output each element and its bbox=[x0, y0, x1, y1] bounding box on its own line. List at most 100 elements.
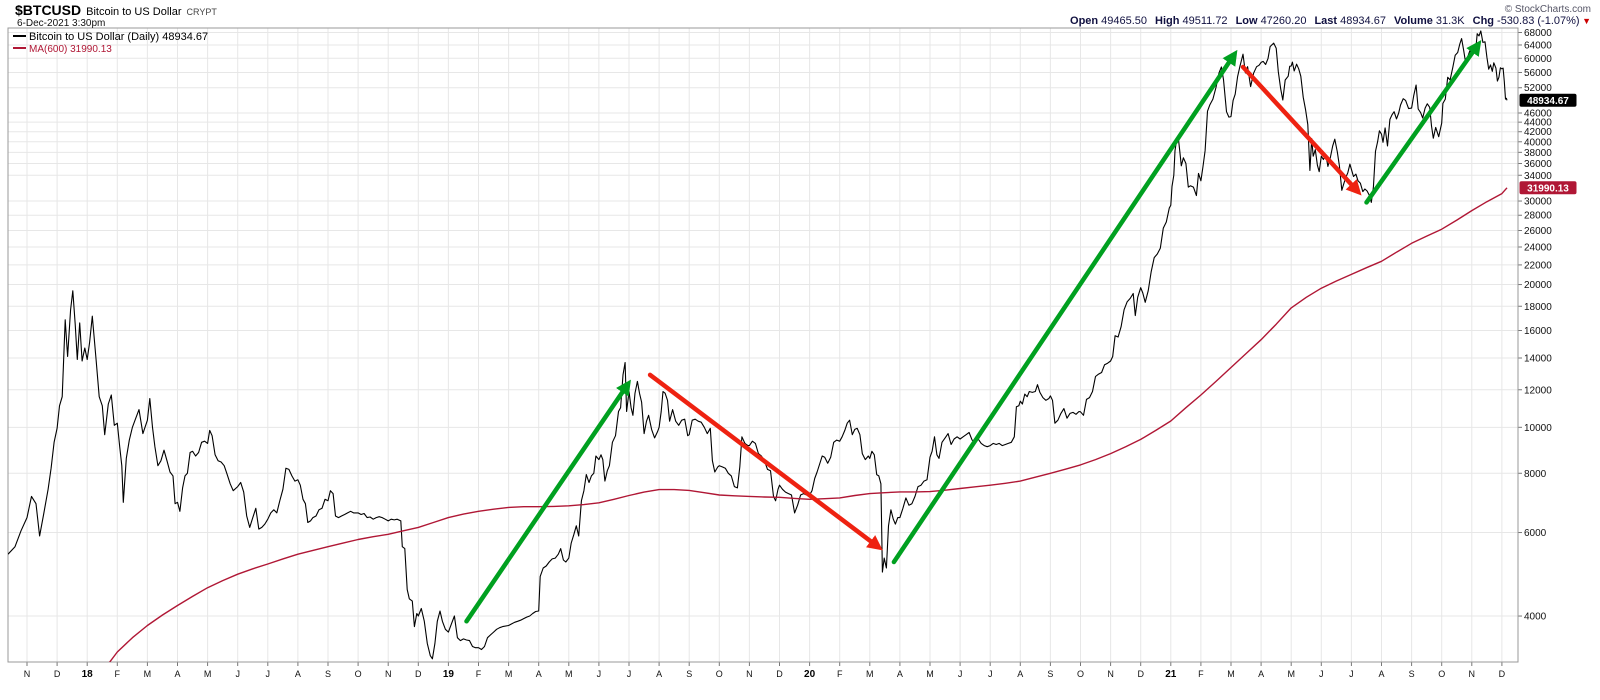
x-axis-label: D bbox=[415, 669, 422, 679]
plot-border bbox=[7, 27, 1519, 663]
x-axis-label: M bbox=[1227, 669, 1235, 679]
price-line-swatch-icon bbox=[13, 35, 26, 37]
x-axis-label: J bbox=[627, 669, 632, 679]
x-axis-label: M bbox=[204, 669, 212, 679]
y-axis-label: 6000 bbox=[1524, 528, 1547, 539]
exchange-label: CRYPT bbox=[186, 7, 217, 17]
y-axis-label: 34000 bbox=[1524, 171, 1552, 182]
y-axis-label: 56000 bbox=[1524, 68, 1552, 79]
x-axis-label: M bbox=[144, 669, 152, 679]
x-axis-label: A bbox=[1378, 669, 1384, 679]
ma-line-swatch-icon bbox=[13, 47, 26, 49]
x-axis-label: O bbox=[1077, 669, 1084, 679]
y-axis-label: 10000 bbox=[1524, 423, 1552, 434]
x-axis-label: S bbox=[1409, 669, 1415, 679]
x-axis-label: F bbox=[837, 669, 843, 679]
x-axis-label: A bbox=[174, 669, 180, 679]
x-axis-label: O bbox=[1438, 669, 1445, 679]
y-axis-label: 28000 bbox=[1524, 211, 1552, 222]
x-axis-label: N bbox=[1107, 669, 1114, 679]
y-axis-label: 26000 bbox=[1524, 226, 1552, 237]
x-axis-label: J bbox=[1349, 669, 1354, 679]
last-price-tag: 48934.67 bbox=[1519, 93, 1577, 107]
x-axis-label: J bbox=[597, 669, 602, 679]
y-axis-label: 40000 bbox=[1524, 137, 1552, 148]
x-axis-label: M bbox=[926, 669, 934, 679]
y-axis-label: 8000 bbox=[1524, 469, 1547, 480]
y-axis-label: 4000 bbox=[1524, 612, 1547, 623]
y-axis-label: 36000 bbox=[1524, 159, 1552, 170]
legend-ma-label: MA(600) 31990.13 bbox=[29, 44, 112, 55]
x-axis-label: J bbox=[266, 669, 271, 679]
x-axis-label: S bbox=[686, 669, 692, 679]
quote-line: Open 49465.50 High 49511.72 Low 47260.20 Last 4… bbox=[1062, 15, 1591, 27]
y-axis-label: 24000 bbox=[1524, 242, 1552, 253]
chart-datetime: 6-Dec-2021 3:30pm bbox=[17, 18, 106, 29]
x-axis-label: 18 bbox=[82, 669, 94, 680]
x-axis-label: N bbox=[746, 669, 753, 679]
y-axis-label: 68000 bbox=[1524, 28, 1552, 39]
y-axis-label: 18000 bbox=[1524, 302, 1552, 313]
x-axis-label: A bbox=[536, 669, 542, 679]
green-trend-arrow bbox=[1364, 40, 1482, 205]
y-axis-label: 44000 bbox=[1524, 118, 1552, 129]
x-axis-label: A bbox=[897, 669, 903, 679]
x-axis-label: J bbox=[235, 669, 240, 679]
x-axis-label: A bbox=[295, 669, 301, 679]
x-axis-label: M bbox=[565, 669, 573, 679]
green-trend-arrow bbox=[464, 379, 631, 624]
y-axis-label: 30000 bbox=[1524, 197, 1552, 208]
x-axis-label: N bbox=[385, 669, 392, 679]
quote-value: -530.83 (-1.07%) bbox=[1497, 15, 1580, 27]
x-axis-label: M bbox=[866, 669, 874, 679]
legend-price-series: Bitcoin to US Dollar (Daily) 48934.67 bbox=[13, 31, 208, 43]
x-axis-label: N bbox=[24, 669, 31, 679]
x-axis-label: F bbox=[476, 669, 482, 679]
svg-text:31990.13: 31990.13 bbox=[1527, 183, 1569, 194]
quote-value: 31.3K bbox=[1435, 15, 1465, 27]
y-axis-label: 64000 bbox=[1524, 40, 1552, 51]
legend-price-label: Bitcoin to US Dollar (Daily) 48934.67 bbox=[29, 31, 209, 43]
instrument-name: Bitcoin to US Dollar bbox=[86, 6, 182, 18]
x-axis-label: F bbox=[115, 669, 121, 679]
chart-title-row: $BTCUSD Bitcoin to US Dollar CRYPT bbox=[15, 2, 217, 20]
red-trend-arrow bbox=[1240, 64, 1362, 196]
quote-label: High bbox=[1155, 15, 1180, 27]
ma600-line bbox=[108, 187, 1508, 662]
y-axis-label: 14000 bbox=[1524, 354, 1552, 365]
y-axis-label: 20000 bbox=[1524, 280, 1552, 291]
y-axis-label: 60000 bbox=[1524, 54, 1552, 65]
x-axis-label: J bbox=[988, 669, 993, 679]
quote-value: 47260.20 bbox=[1260, 15, 1307, 27]
x-axis-label: S bbox=[1047, 669, 1053, 679]
x-axis-label: D bbox=[1499, 669, 1506, 679]
x-axis-label: S bbox=[325, 669, 331, 679]
y-axis-label: 16000 bbox=[1524, 326, 1552, 337]
x-axis-label: A bbox=[1258, 669, 1264, 679]
y-axis-label: 52000 bbox=[1524, 83, 1552, 94]
y-axis-label: 42000 bbox=[1524, 127, 1552, 138]
red-trend-arrow bbox=[647, 372, 883, 551]
x-axis-label: O bbox=[355, 669, 362, 679]
x-axis-label: 21 bbox=[1165, 669, 1177, 680]
y-axis-label: 12000 bbox=[1524, 385, 1552, 396]
legend-ma-series: MA(600) 31990.13 bbox=[13, 44, 112, 55]
quote-value: 49465.50 bbox=[1101, 15, 1148, 27]
ticker-symbol: $BTCUSD bbox=[15, 2, 82, 18]
quote-label: Open bbox=[1070, 15, 1099, 27]
svg-text:48934.67: 48934.67 bbox=[1527, 96, 1569, 107]
quote-label: Low bbox=[1235, 15, 1258, 27]
x-axis-label: 20 bbox=[804, 669, 816, 680]
x-axis-label: J bbox=[958, 669, 963, 679]
x-axis-label: M bbox=[1287, 669, 1295, 679]
x-axis-label: A bbox=[1017, 669, 1023, 679]
stockcharts-copyright: © StockCharts.com bbox=[1504, 4, 1591, 15]
x-axis-label: A bbox=[656, 669, 662, 679]
quote-label: Last bbox=[1314, 15, 1338, 27]
y-axis-label: 46000 bbox=[1524, 108, 1552, 119]
x-axis-label: D bbox=[54, 669, 61, 679]
x-axis-label: O bbox=[716, 669, 723, 679]
quote-value: 48934.67 bbox=[1340, 15, 1386, 27]
